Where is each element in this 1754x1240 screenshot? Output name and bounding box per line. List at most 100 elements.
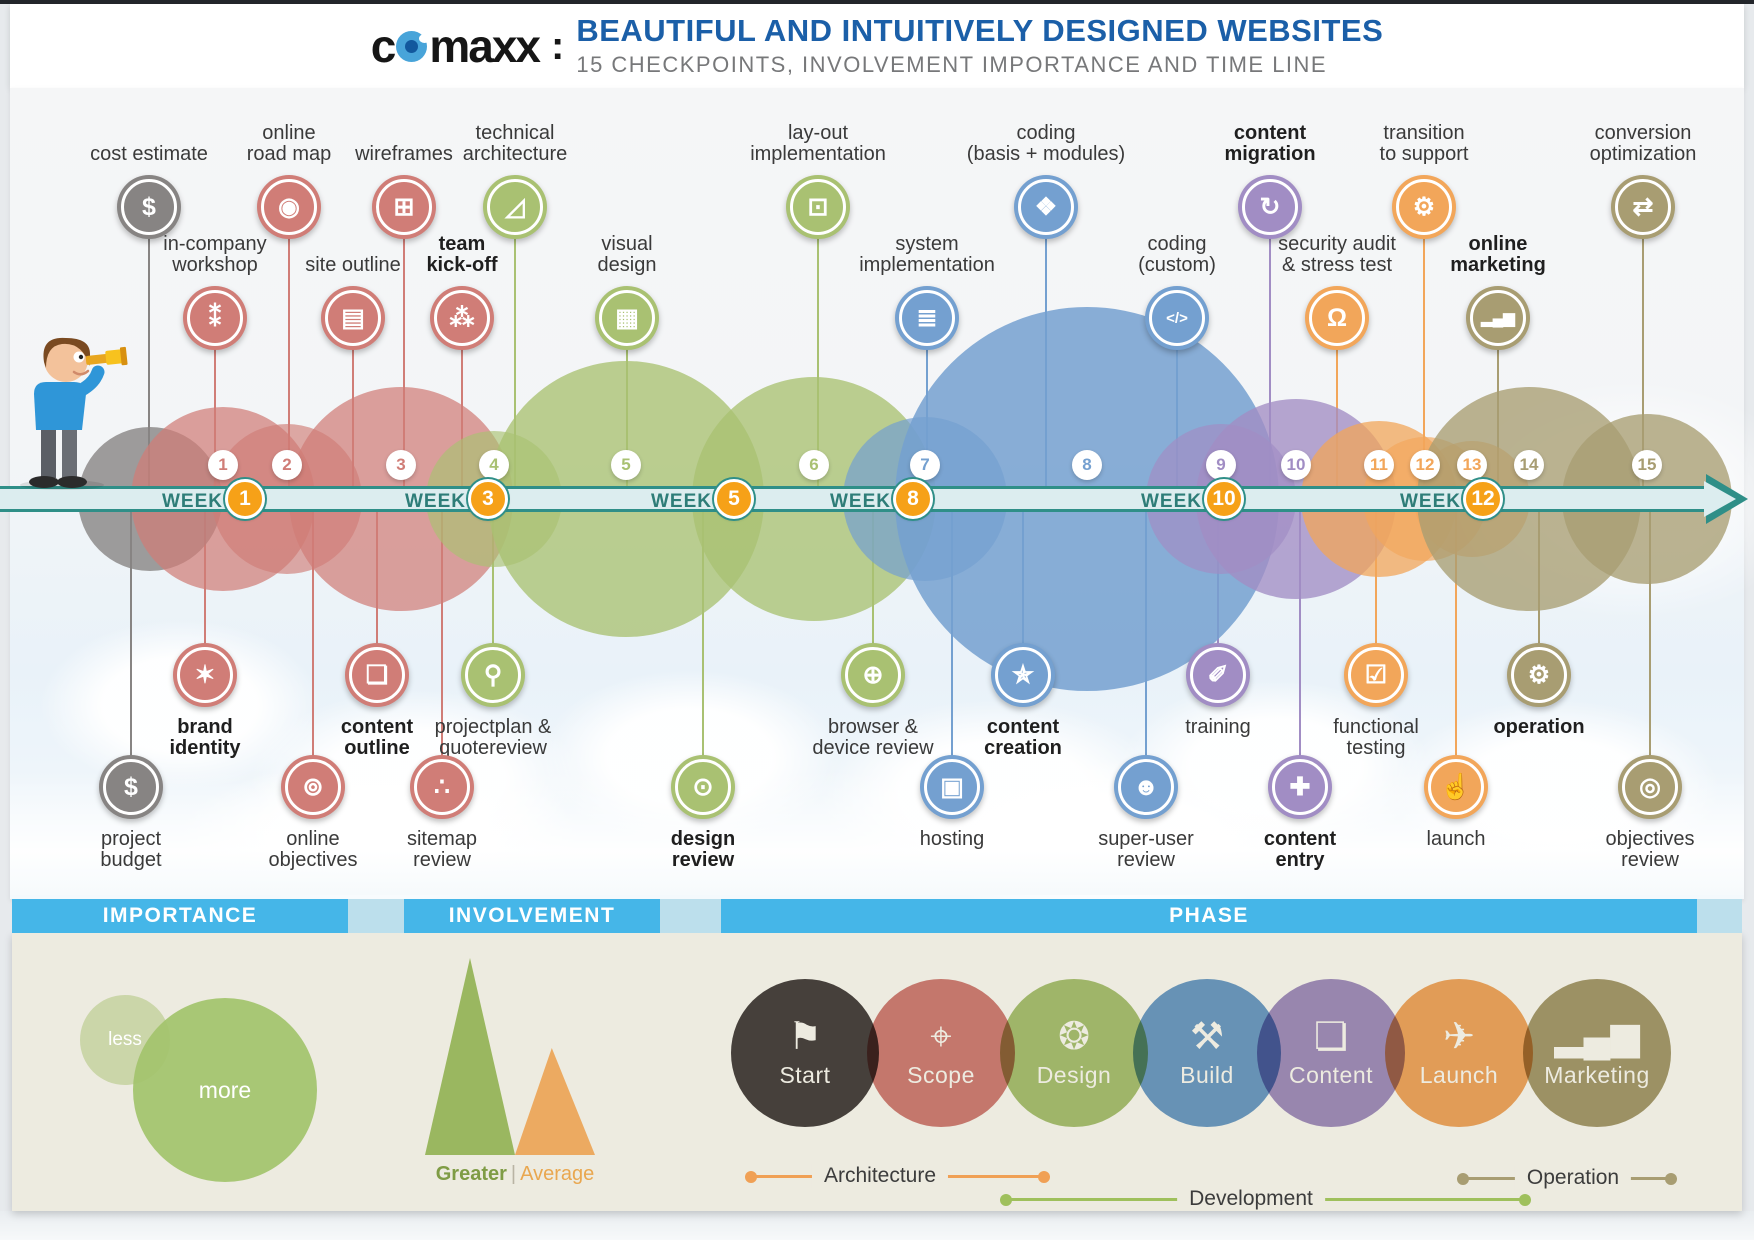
checkbox-icon: ☑ (1344, 643, 1408, 707)
design-grid-icon-glyph: ▦ (615, 303, 639, 332)
security-audit-stress-test-label: security audit & stress test (1278, 233, 1396, 276)
phase-launch-label: Launch (1419, 1061, 1499, 1088)
transition-to-support-label: transition to support (1379, 122, 1469, 165)
site-outline-icon: ▤ (321, 286, 385, 350)
checkpoint-2: 2 (272, 450, 302, 480)
puzzle-icon: ❖ (1014, 175, 1078, 239)
timeline-arrow-inner (1704, 481, 1736, 517)
week-12-marker: 12 (1463, 479, 1503, 519)
phase-scope-label: Scope (907, 1061, 975, 1088)
monitor-icon-glyph: ▣ (940, 772, 964, 801)
checkpoint-11: 11 (1364, 450, 1394, 480)
magnifier-icon-glyph: ⚲ (483, 660, 503, 689)
cost-estimate-connector (148, 237, 150, 486)
coding-basis-modules-label: coding (basis + modules) (966, 122, 1126, 165)
document-icon: ❏ (345, 643, 409, 707)
eye-icon: ⊙ (671, 755, 735, 819)
coding-custom-label: coding (custom) (1138, 233, 1216, 276)
operation-range-dot-right (1665, 1172, 1677, 1185)
code-icon-glyph: </> (1166, 309, 1188, 327)
dollar-icon: $ (99, 755, 163, 819)
in-company-workshop-label: in-company workshop (163, 233, 267, 276)
project-budget-connector (130, 512, 132, 757)
header-gap (1697, 899, 1742, 933)
team-kick-off-label: team kick-off (426, 233, 498, 276)
wrench-icon: ⚒ (1189, 1015, 1225, 1058)
folder-plus-icon: ✚ (1268, 755, 1332, 819)
project-budget-label: project budget (100, 828, 162, 871)
content-outline-label: content outline (340, 716, 414, 759)
lightbulb-gears-icon: ❂ (1058, 1015, 1090, 1058)
week-12-label: WEEK (1400, 491, 1461, 512)
design-review-connector (702, 512, 704, 757)
checkpoint-15: 15 (1632, 450, 1662, 480)
cycle-arrows-icon-glyph: ⇄ (1632, 192, 1654, 221)
week-3-marker: 3 (468, 479, 508, 519)
projectplan-quotereview-connector (492, 512, 494, 645)
map-pin-icon: ◉ (257, 175, 321, 239)
target-icon: ⊚ (281, 755, 345, 819)
development-range-dot-right (1519, 1193, 1531, 1206)
dollar-icon-glyph: $ (142, 192, 156, 221)
layout-frame-icon-glyph: ⊡ (807, 192, 829, 221)
phase-start-label: Start (779, 1061, 831, 1088)
checkered-flag-icon: ⚑ (787, 1015, 823, 1058)
architecture-range-label: Architecture (811, 1164, 949, 1188)
importance-more-label: more (198, 1076, 252, 1103)
padlock-icon: Ω (1305, 286, 1369, 350)
globe-icon-glyph: ⊕ (862, 660, 884, 689)
bar-chart-icon: ▂▄▆ (1466, 286, 1530, 350)
operation-range-label: Operation (1514, 1166, 1632, 1190)
checkpoint-9: 9 (1206, 450, 1236, 480)
presentation-icon-glyph: ✐ (1207, 660, 1229, 689)
team-icon: ⁂ (430, 286, 494, 350)
content-migration-label: content migration (1224, 122, 1316, 165)
involvement-average-label: Average (520, 1163, 595, 1185)
layers-icon: ≣ (895, 286, 959, 350)
team-icon-glyph: ⁂ (449, 303, 475, 332)
rocket-icon: ✈ (1443, 1015, 1475, 1058)
online-road-map-label: online road map (246, 122, 332, 165)
week-10-label: WEEK (1141, 491, 1202, 512)
week-8-marker: 8 (893, 479, 933, 519)
week-5-label: WEEK (651, 491, 712, 512)
involvement-divider: | (510, 1163, 517, 1185)
page-title: BEAUTIFUL AND INTUITIVELY DESIGNED WEBSI… (576, 13, 1384, 49)
checkpoint-14: 14 (1514, 450, 1544, 480)
concentric-target-icon-glyph: ◎ (1639, 772, 1661, 801)
globe-icon: ⊕ (841, 643, 905, 707)
sitemap-review-connector (441, 512, 443, 757)
page-subtitle: 15 CHECKPOINTS, INVOLVEMENT IMPORTANCE A… (576, 51, 1328, 77)
phase-start: ⚑ Start (731, 979, 879, 1127)
checkpoint-12: 12 (1410, 450, 1440, 480)
bar-chart-icon-glyph: ▂▄▆ (1481, 309, 1515, 327)
user-icon-glyph: ☻ (1132, 772, 1160, 801)
dollar-icon-glyph: $ (124, 772, 138, 801)
padlock-icon-glyph: Ω (1326, 303, 1348, 332)
checkpoint-10: 10 (1281, 450, 1311, 480)
folder-plus-icon-glyph: ✚ (1289, 772, 1311, 801)
cost-estimate-label: cost estimate (90, 143, 208, 165)
site-outline-label: site outline (305, 254, 401, 276)
header-gap (660, 899, 721, 933)
checkpoint-6: 6 (799, 450, 829, 480)
top-border (0, 0, 1754, 4)
objectives-review-label: objectives review (1605, 828, 1695, 871)
badge-star-icon: ✶ (173, 643, 237, 707)
week-5-marker: 5 (714, 479, 754, 519)
development-range-dot-left (1000, 1193, 1012, 1206)
phase-design: ❂ Design (1000, 979, 1148, 1127)
site-outline-icon-glyph: ▤ (341, 303, 365, 332)
code-icon: </> (1145, 286, 1209, 350)
conversion-optimization-connector (1642, 237, 1644, 486)
training-label: training (1185, 716, 1251, 738)
layout-implementation-connector (817, 237, 819, 486)
badge-star-icon-glyph: ✶ (194, 660, 216, 689)
checkpoint-3: 3 (386, 450, 416, 480)
wireframe-expand-icon-glyph: ⊞ (393, 192, 415, 221)
week-10-marker: 10 (1204, 479, 1244, 519)
documents-icon: ❏ (1313, 1015, 1349, 1058)
hosting-label: hosting (919, 828, 985, 850)
phase-scope: ⌖ Scope (867, 979, 1015, 1127)
launch-label: launch (1426, 828, 1486, 850)
